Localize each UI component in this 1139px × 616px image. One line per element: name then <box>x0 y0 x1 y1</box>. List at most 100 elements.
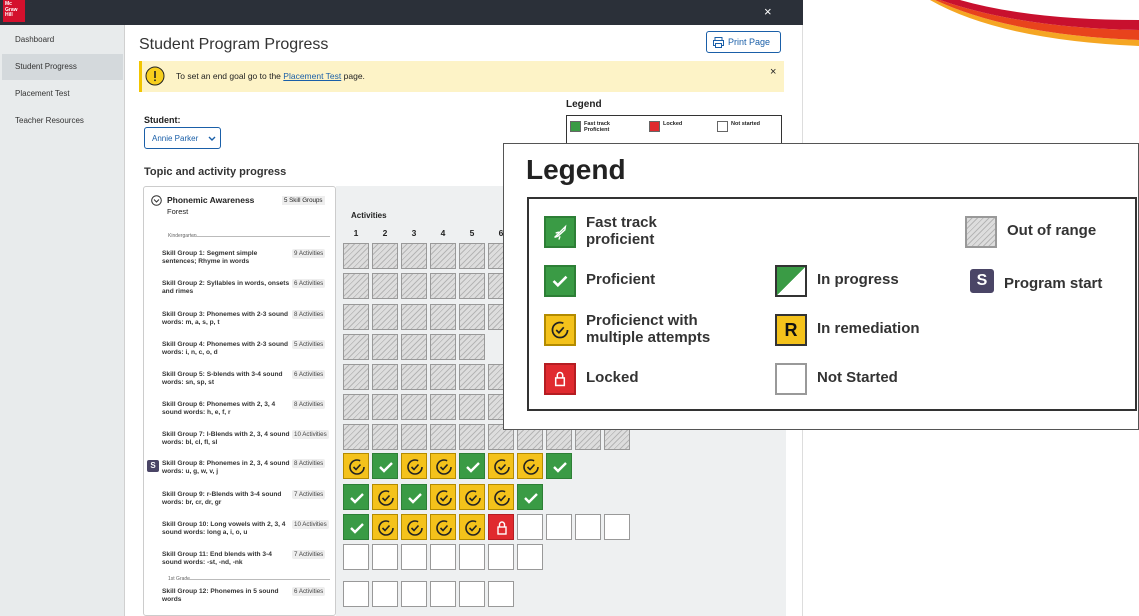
activity-cell <box>459 334 485 360</box>
mini-legend-title: Legend <box>566 99 602 110</box>
nav-item[interactable]: Student Progress <box>2 54 123 80</box>
activity-cell <box>517 484 543 510</box>
skill-group-name: Skill Group 10: Long vowels with 2, 3, 4… <box>162 521 286 536</box>
activity-count: 6 Activities <box>292 587 326 596</box>
status-icon <box>344 365 370 391</box>
activity-count: 9 Activities <box>292 249 326 258</box>
nav-item[interactable]: Dashboard <box>15 35 55 44</box>
column-number: 2 <box>382 228 388 238</box>
activity-cell <box>401 273 427 299</box>
top-bar: Mc Graw Hill × <box>0 0 803 25</box>
status-icon <box>379 462 393 473</box>
print-button[interactable]: Print Page <box>706 31 781 53</box>
skill-group-name: Skill Group 3: Phonemes with 2-3 sound w… <box>162 311 289 326</box>
nav-item[interactable]: Placement Test <box>15 89 70 98</box>
activity-cell <box>604 514 630 540</box>
status-icon <box>489 545 515 571</box>
activity-cell <box>459 424 485 450</box>
activity-cell <box>343 334 369 360</box>
decor-swoosh <box>930 0 1139 46</box>
mini-legend-swatch <box>649 121 660 132</box>
status-icon <box>344 582 370 608</box>
status-icon <box>554 224 567 240</box>
activity-cell <box>372 581 398 607</box>
status-icon <box>552 275 568 288</box>
activity-count: 10 Activities <box>292 430 329 439</box>
legend-zoom: Legend Fast track proficient Out of range… <box>503 143 1139 430</box>
sidebar: Dashboard Student Progress Placement Test T… <box>0 25 125 616</box>
activity-cell <box>575 514 601 540</box>
status-icon <box>373 582 399 608</box>
legend-label: Out of range <box>1007 222 1097 239</box>
activity-cell <box>459 581 485 607</box>
status-icon <box>373 545 399 571</box>
status-icon <box>460 335 486 361</box>
activity-cell <box>343 243 369 269</box>
status-icon <box>431 274 457 300</box>
status-icon <box>431 395 457 421</box>
activity-cell <box>430 453 456 479</box>
skill-group-name: Skill Group 8: Phonemes in 2, 3, 4 sound… <box>162 460 290 475</box>
legend-label: Proficient <box>586 271 656 288</box>
activity-cell <box>372 304 398 330</box>
activity-count: 7 Activities <box>292 490 326 499</box>
status-icon <box>465 520 481 536</box>
alert-before: To set an end goal go to the <box>176 71 281 81</box>
logo[interactable]: Mc Graw Hill <box>3 0 25 22</box>
status-icon <box>402 244 428 270</box>
chevron <box>208 136 216 141</box>
topic-level: Forest <box>167 207 189 216</box>
close-button[interactable]: × <box>764 4 772 19</box>
activity-cell <box>488 453 514 479</box>
status-icon <box>350 523 364 534</box>
legend-label: Fast track proficient <box>586 214 657 248</box>
status-icon <box>344 335 370 361</box>
print-label: Print Page <box>728 37 771 47</box>
column-number: 1 <box>353 228 359 238</box>
skill-group-name: Skill Group 2: Syllables in words, onset… <box>162 280 290 295</box>
status-icon <box>373 244 399 270</box>
status-icon <box>431 305 457 331</box>
alert-link[interactable]: Placement Test <box>283 71 342 81</box>
activity-cell <box>401 453 427 479</box>
skill-group-name: Skill Group 11: End blends with 3-4 soun… <box>162 551 272 566</box>
topic-name: Phonemic Awareness <box>167 195 255 205</box>
collapse-icon[interactable] <box>151 195 162 206</box>
legend-label: Locked <box>586 369 639 386</box>
legend-swatch <box>544 363 576 395</box>
activity-cell <box>430 334 456 360</box>
status-icon <box>460 425 486 451</box>
status-icon <box>402 365 428 391</box>
activity-cell <box>488 581 514 607</box>
legend-swatch: R <box>775 314 807 346</box>
legend-badge: R <box>784 320 798 340</box>
status-icon <box>465 490 481 506</box>
activity-cell <box>343 424 369 450</box>
activity-count: 5 Activities <box>292 340 326 349</box>
status-icon <box>460 582 486 608</box>
alert-close[interactable]: × <box>770 66 777 78</box>
activity-cell <box>401 514 427 540</box>
activity-cell <box>430 484 456 510</box>
activity-cell <box>372 273 398 299</box>
status-icon <box>344 244 370 270</box>
status-icon <box>349 459 365 475</box>
activity-cell <box>517 544 543 570</box>
status-icon <box>402 425 428 451</box>
activity-cell <box>343 273 369 299</box>
student-dropdown[interactable]: Annie Parker <box>144 127 221 149</box>
activity-cell <box>343 484 369 510</box>
status-icon <box>373 395 399 421</box>
activity-cell <box>517 514 543 540</box>
status-icon <box>373 274 399 300</box>
activity-count: 6 Activities <box>292 279 326 288</box>
nav-item[interactable]: Teacher Resources <box>15 116 84 125</box>
status-icon <box>967 218 995 246</box>
activity-cell <box>430 243 456 269</box>
activity-cell <box>430 581 456 607</box>
status-icon <box>373 335 399 361</box>
activity-cell <box>343 364 369 390</box>
status-icon <box>518 545 544 571</box>
alert-text: To set an end goal go to the Placement T… <box>176 71 365 81</box>
page-title: Student Program Progress <box>139 36 329 53</box>
